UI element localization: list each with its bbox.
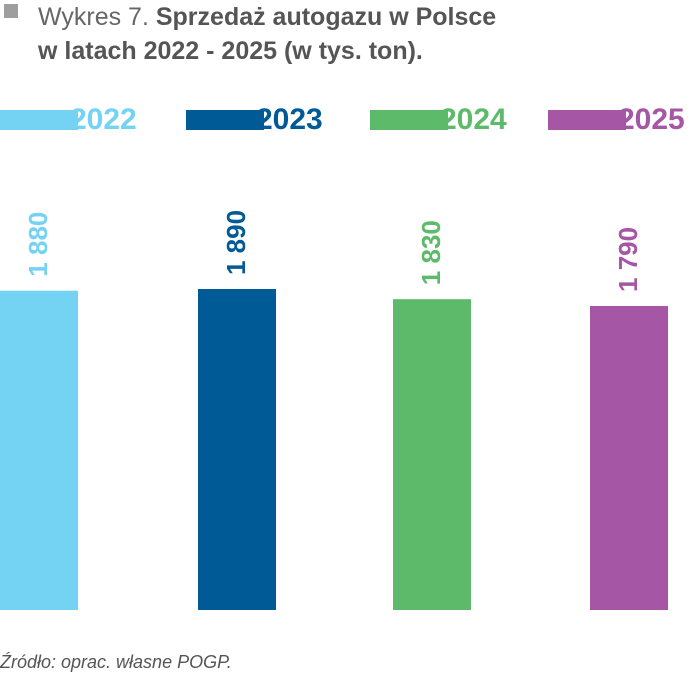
legend-label-2025: 2025 xyxy=(618,103,685,136)
legend-swatch-2022 xyxy=(0,110,78,130)
legend: 2022 2023 2024 2025 xyxy=(0,100,690,140)
title-line-2: w latach 2022 - 2025 (w tys. ton). xyxy=(38,37,423,65)
value-label-2023: 1 890 xyxy=(221,210,251,275)
legend-label-2022: 2022 xyxy=(70,103,137,136)
source-note: Źródło: oprac. własne POGP. xyxy=(0,652,232,672)
value-label-2022: 1 880 xyxy=(23,212,53,277)
legend-swatch-2025 xyxy=(548,110,626,130)
bar-2022 xyxy=(0,290,78,610)
legend-label-2023: 2023 xyxy=(256,103,323,136)
title-marker xyxy=(4,4,18,18)
title-prefix: Wykres 7. xyxy=(38,3,149,31)
legend-swatch-2024 xyxy=(370,110,448,130)
value-label-2025: 1 790 xyxy=(613,227,643,292)
bar-2023 xyxy=(198,289,276,610)
bar-2024 xyxy=(393,299,471,610)
chart-title: Wykres 7. Sprzedaż autogazu w Polsce w l… xyxy=(38,0,496,68)
value-label-2024: 1 830 xyxy=(416,220,446,285)
bar-2025 xyxy=(590,305,668,610)
title-line-1: Sprzedaż autogazu w Polsce xyxy=(155,3,497,31)
legend-swatch-2023 xyxy=(186,110,264,130)
legend-label-2024: 2024 xyxy=(440,103,507,136)
